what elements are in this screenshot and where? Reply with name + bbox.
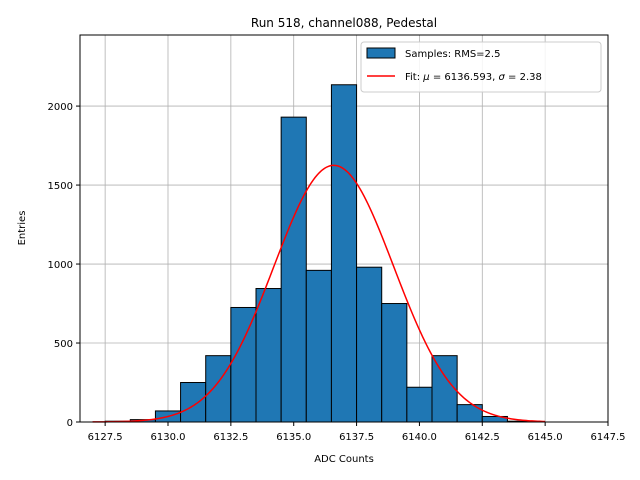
- histogram-bar: [356, 266, 383, 423]
- legend-fit-label: Fit: μ = 6136.593, σ = 2.38: [405, 72, 542, 83]
- gaussian-fit-line: [92, 164, 546, 423]
- histogram-bar: [255, 288, 282, 423]
- histogram-bar: [406, 386, 433, 423]
- histogram-bar: [381, 303, 408, 423]
- x-axis-label: ADC Counts: [314, 454, 374, 465]
- y-tick-label: 1000: [48, 260, 73, 271]
- histogram-bar: [431, 355, 458, 423]
- fit-curve-layer: [92, 164, 546, 423]
- histogram-bar: [180, 382, 207, 423]
- y-axis-label: Entries: [17, 211, 28, 246]
- histogram-bar: [205, 355, 232, 423]
- histogram-bar: [280, 116, 307, 423]
- y-tick-label: 1500: [48, 181, 73, 192]
- x-tick-label: 6140.0: [402, 432, 437, 443]
- legend-mu-symbol: μ: [422, 72, 429, 83]
- y-axis-ticks: 0 500 1000 1500 2000: [48, 102, 80, 429]
- x-tick-label: 6132.5: [213, 432, 248, 443]
- histogram-bar: [305, 269, 332, 423]
- legend-fit-mu-value: 6136.593: [444, 72, 492, 83]
- histogram-bar: [230, 306, 257, 423]
- x-tick-label: 6145.0: [528, 432, 563, 443]
- x-tick-label: 6130.0: [151, 432, 186, 443]
- y-tick-label: 2000: [48, 102, 73, 113]
- legend: Samples: RMS=2.5 Fit: μ = 6136.593, σ = …: [360, 41, 602, 93]
- plot-frame: [79, 34, 609, 423]
- histogram-bar: [330, 84, 358, 423]
- legend-histogram-label: Samples: RMS=2.5: [405, 49, 500, 60]
- histogram-bars: [104, 84, 534, 423]
- legend-histogram-swatch: [366, 47, 396, 59]
- x-tick-label: 6137.5: [339, 432, 374, 443]
- legend-box: [360, 41, 602, 93]
- y-tick-label: 0: [67, 418, 73, 429]
- x-tick-label: 6127.5: [88, 432, 123, 443]
- x-tick-label: 6142.5: [465, 432, 500, 443]
- x-tick-label: 6135.0: [276, 432, 311, 443]
- legend-sigma-symbol: σ: [498, 72, 505, 83]
- legend-fit-sigma-value: 2.38: [520, 72, 542, 83]
- x-axis-ticks: 6127.5 6130.0 6132.5 6135.0 6137.5 6140.0 6142…: [88, 422, 626, 443]
- chart-title: Run 518, channel088, Pedestal: [251, 16, 437, 30]
- y-tick-label: 500: [54, 339, 73, 350]
- histogram-bar: [456, 404, 483, 423]
- x-tick-label: 6147.5: [591, 432, 626, 443]
